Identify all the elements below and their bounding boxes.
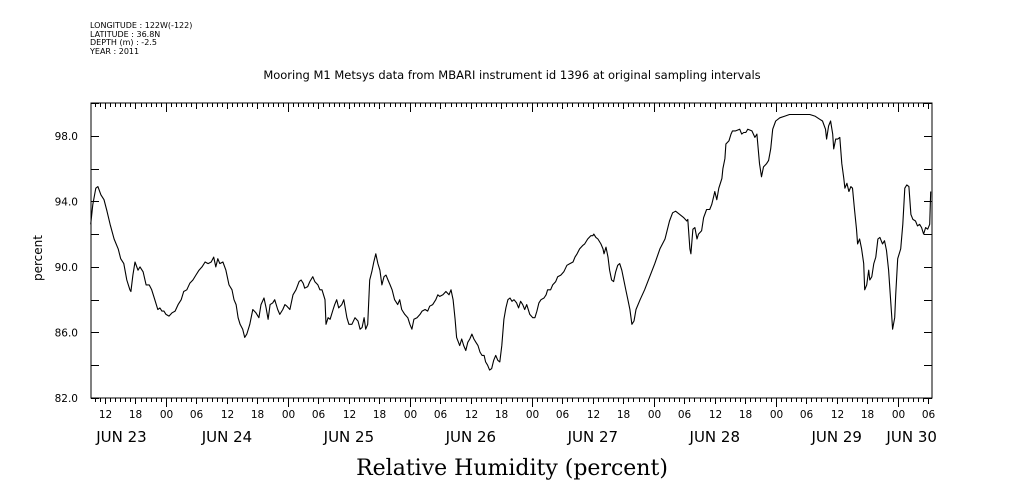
plot-frame [90,102,933,399]
x-tick-label: 06 [800,409,814,421]
series-line-relative-humidity [90,113,932,371]
x-tick-label: 18 [617,409,630,421]
x-tick-label: 00 [282,409,295,421]
x-tick-label: 12 [343,409,356,421]
x-tick-label: 12 [99,409,112,421]
x-tick-label: 12 [587,409,600,421]
x-tick-label: 12 [221,409,234,421]
x-tick-label: 18 [739,409,752,421]
meta-year: YEAR : 2011 [90,46,140,56]
x-tick-label: 18 [251,409,264,421]
day-label: JUN 26 [445,428,496,446]
x-tick-label: 00 [648,409,661,421]
x-tick-label: 00 [160,409,173,421]
day-label: JUN 23 [95,428,146,446]
x-tick-label: 00 [892,409,905,421]
x-tick-label: 18 [495,409,508,421]
x-tick-label: 18 [373,409,386,421]
x-tick-label: 06 [678,409,692,421]
x-tick-label: 12 [831,409,844,421]
x-tick-label: 06 [190,409,204,421]
x-tick-label: 18 [129,409,142,421]
y-axis-title: percent [31,235,45,281]
day-label: JUN 30 [885,428,936,446]
day-label: JUN 27 [567,428,618,446]
x-tick-label: 00 [770,409,783,421]
y-tick-label: 82.0 [55,393,78,405]
x-tick-label: 06 [312,409,326,421]
day-label: JUN 25 [323,428,374,446]
day-label: JUN 24 [201,428,252,446]
meta-depth: DEPTH (m) : -2.5 [90,38,157,47]
x-tick-label: 06 [922,409,936,421]
x-tick-label: 12 [465,409,478,421]
y-tick-label: 90.0 [55,262,78,274]
x-tick-label: 00 [404,409,417,421]
y-tick-label: 98.0 [55,131,78,143]
x-tick-label: 00 [526,409,539,421]
y-tick-label: 86.0 [55,327,78,339]
meta-latitude: LATITUDE : 36.8N [90,29,161,39]
x-axis-title: Relative Humidity (percent) [356,456,668,481]
y-tick-label: 94.0 [55,196,78,208]
x-tick-label: 06 [556,409,570,421]
metadata-block: LONGITUDE : 122W(-122) LATITUDE : 36.8N … [90,21,193,56]
x-tick-label: 06 [434,409,448,421]
x-tick-label: 12 [709,409,722,421]
meta-longitude: LONGITUDE : 122W(-122) [90,21,193,30]
day-label: JUN 28 [689,428,740,446]
x-tick-label: 18 [861,409,874,421]
day-label: JUN 29 [810,428,861,446]
chart-title: Mooring M1 Metsys data from MBARI instru… [263,68,760,82]
